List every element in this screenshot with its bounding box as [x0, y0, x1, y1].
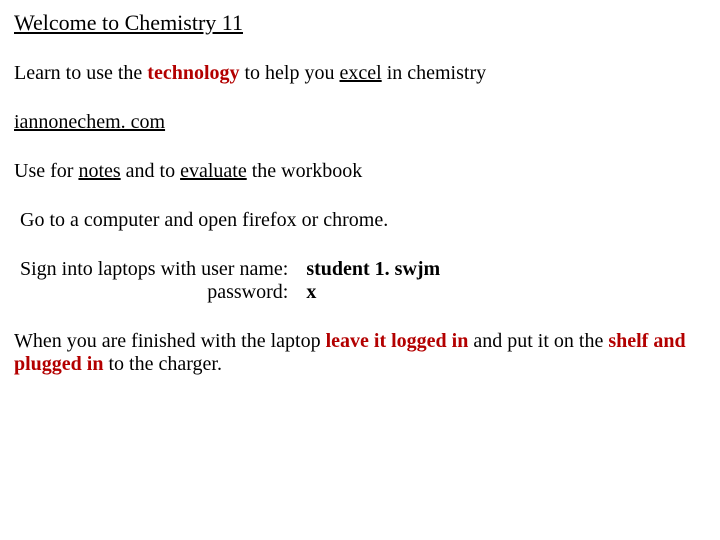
- use-evaluate: evaluate: [180, 160, 247, 182]
- closing-text-3: to the charger.: [103, 353, 221, 375]
- document-page: Welcome to Chemistry 11 Learn to use the…: [0, 0, 720, 386]
- closing-bold-1: leave it logged in: [326, 330, 469, 352]
- use-line: Use for notes and to evaluate the workbo…: [14, 160, 706, 183]
- closing-text-1: When you are finished with the laptop: [14, 330, 326, 352]
- use-text-2: and to: [121, 160, 180, 182]
- browser-line: Go to a computer and open firefox or chr…: [20, 209, 706, 232]
- use-notes: notes: [78, 160, 120, 182]
- use-text-1: Use for: [14, 160, 78, 182]
- credentials-block: Sign into laptops with user name: studen…: [20, 258, 440, 304]
- cred-password-label: password:: [20, 281, 306, 304]
- cred-username-value: student 1. swjm: [306, 258, 440, 281]
- page-title: Welcome to Chemistry 11: [14, 10, 706, 36]
- use-text-3: the workbook: [247, 160, 363, 182]
- intro-text-3: in chemistry: [382, 62, 486, 84]
- intro-text-1: Learn to use the: [14, 62, 147, 84]
- cred-row-username: Sign into laptops with user name: studen…: [20, 258, 440, 281]
- cred-username-label: Sign into laptops with user name:: [20, 258, 306, 281]
- closing-text-2: and put it on the: [468, 330, 608, 352]
- cred-row-password: password: x: [20, 281, 440, 304]
- intro-text-2: to help you: [240, 62, 340, 84]
- intro-technology: technology: [147, 62, 239, 84]
- website-link[interactable]: iannonechem. com: [14, 111, 706, 134]
- cred-password-value: x: [306, 281, 440, 304]
- intro-excel: excel: [340, 62, 382, 84]
- intro-line: Learn to use the technology to help you …: [14, 62, 706, 85]
- closing-line: When you are finished with the laptop le…: [14, 330, 706, 376]
